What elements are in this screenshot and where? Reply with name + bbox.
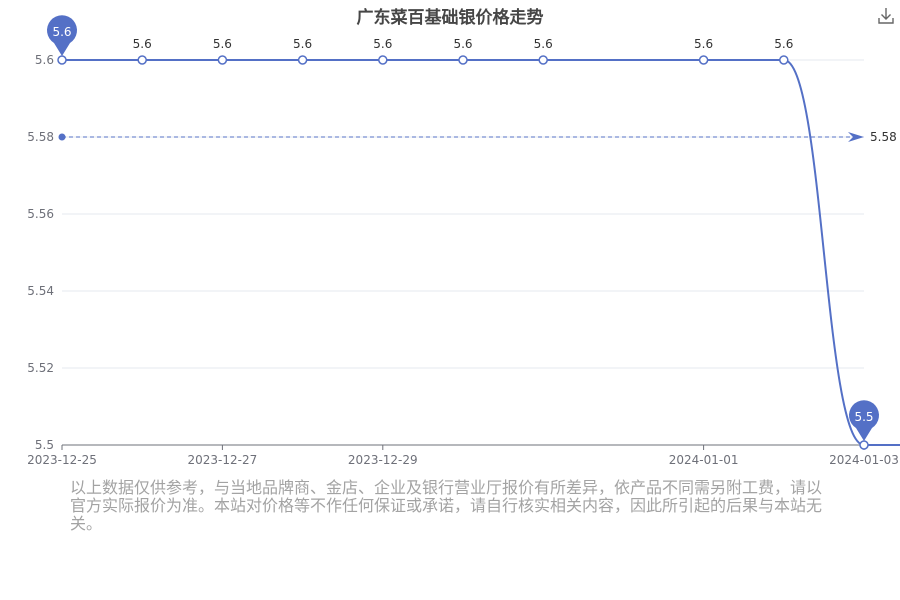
chart-title: 广东菜百基础银价格走势 [356, 8, 544, 28]
data-point [698, 55, 709, 65]
average-line-start [58, 133, 66, 141]
x-tick-label: 2023-12-27 [188, 453, 258, 467]
y-tick-label: 5.52 [27, 361, 54, 375]
x-tick-label: 2024-01-03 [829, 453, 899, 467]
average-line-label: 5.58 [870, 130, 897, 144]
average-line-arrow [848, 132, 864, 142]
min-marker-pin [849, 400, 879, 441]
x-tick-label: 2024-01-01 [669, 453, 739, 467]
data-point [378, 55, 388, 65]
data-label: 5.6 [213, 37, 232, 51]
data-point [779, 55, 789, 65]
data-point [538, 55, 548, 65]
y-tick-label: 5.6 [35, 53, 54, 67]
data-point [297, 55, 308, 65]
data-point [859, 440, 869, 450]
data-label: 5.6 [293, 37, 312, 51]
data-point [217, 55, 228, 65]
y-tick-label: 5.58 [27, 130, 54, 144]
data-label: 5.6 [774, 37, 793, 51]
y-tick-label: 5.56 [27, 207, 54, 221]
download-icon[interactable] [876, 6, 896, 26]
y-tick-label: 5.54 [27, 284, 54, 298]
data-label: 5.6 [534, 37, 553, 51]
series-line [62, 59, 900, 446]
max-marker-pin [47, 15, 78, 57]
x-tick-label: 2023-12-25 [27, 453, 97, 467]
x-tick-label: 2023-12-29 [348, 453, 418, 467]
data-label: 5.6 [453, 37, 472, 51]
data-label: 5.6 [133, 37, 152, 51]
data-point [458, 55, 468, 65]
max-marker-label: 5.6 [52, 25, 71, 39]
data-point [57, 55, 67, 65]
y-tick-label: 5.5 [35, 438, 54, 452]
data-label: 5.6 [373, 37, 392, 51]
disclaimer-text: 以上数据仅供参考，与当地品牌商、金店、企业及银行营业厅报价有所差异，依产品不同需… [70, 478, 823, 533]
min-marker-label: 5.5 [854, 410, 873, 424]
data-point [137, 55, 147, 65]
data-label: 5.6 [694, 37, 713, 51]
